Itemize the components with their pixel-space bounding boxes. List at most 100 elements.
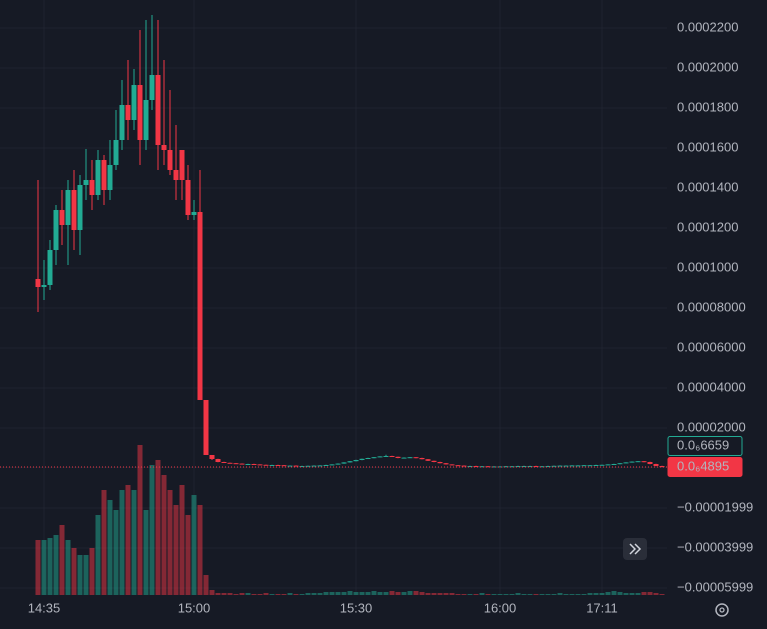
candle-body [509,466,515,468]
volume-bar [275,594,281,595]
volume-bar [497,594,503,595]
candle-body [479,466,485,468]
x-tick-label: 14:35 [28,600,61,615]
candle-body [491,466,497,468]
y-tick-label: 0.0002200 [677,19,738,34]
volume-bar [629,593,635,595]
volume-bar [233,594,239,595]
candle-body [365,458,371,459]
volume-bar [65,540,71,595]
volume-pane [35,445,665,595]
settings-button[interactable] [715,603,729,617]
volume-bar [341,592,347,595]
y-tick-label: 0.0001800 [677,99,738,114]
candle-body [161,145,167,150]
volume-bar [95,515,101,595]
candle-body [419,458,425,460]
candle-body [149,75,155,100]
volume-bar [377,592,383,595]
volume-bar [149,465,155,595]
settings-icon[interactable] [715,603,729,617]
candle-body [605,464,611,466]
candle-body [461,465,467,467]
candle-body [257,464,263,466]
volume-bar [197,505,203,595]
candle-body [185,180,191,215]
candle-body [251,464,257,465]
candle-body [179,150,185,180]
candle-body [305,465,311,467]
volume-bar [53,535,59,595]
volume-bar [491,594,497,595]
volume-bar [437,593,443,595]
candle-body [125,105,131,120]
volume-bar [515,593,521,595]
candle-body [527,466,533,467]
volume-bar [359,592,365,595]
candle-body [563,465,569,467]
candle-body [635,461,641,463]
grid [0,0,667,595]
volume-bar [365,592,371,595]
price-badge-label: 0.0₆6659 [677,437,729,452]
candle-body [227,462,233,464]
candle-body [617,463,623,465]
candle-body [131,85,137,120]
candle-body [653,464,659,466]
volume-bar [389,591,395,595]
candle-body [293,465,299,467]
candle-body [395,456,401,458]
volume-bar [557,593,563,595]
candle-body [371,457,377,459]
candle-body [581,465,587,467]
x-tick-label: 15:30 [340,600,373,615]
price-badge [667,457,743,478]
volume-bar [263,593,269,595]
y-tick-label: 0.00006000 [677,339,746,354]
candle-body [623,462,629,464]
volume-bar [443,593,449,595]
volume-bar [251,594,257,595]
volume-bar [221,593,227,595]
volume-bar [431,593,437,595]
volume-bar [299,594,305,595]
volume-bar [41,540,47,595]
candle-body [53,210,59,250]
volume-bar [647,592,653,595]
candle-body [485,466,491,468]
volume-bar [329,592,335,595]
scroll-button[interactable] [623,538,647,560]
candle-body [377,456,383,458]
volume-bar [239,593,245,595]
price-axis: 0.0002200 0.0002000 0.0001800 0.0001600 0.00… [28,19,754,615]
volume-bar [485,594,491,595]
volume-bar [599,593,605,595]
candle-body [35,279,41,287]
volume-bar [455,594,461,595]
volume-bar [635,593,641,595]
candle-body [551,465,557,467]
candle-body [467,466,473,467]
candle-body [209,455,215,459]
candle-body [503,466,509,468]
volume-bar [77,555,83,595]
scroll-icon [629,543,642,555]
candle-body [323,465,329,466]
volume-bar [137,445,143,595]
candle-body [101,160,107,190]
candle-body [197,212,203,400]
candle-body [41,285,47,287]
candle-body [107,165,113,190]
candle-body [455,465,461,467]
volume-bar [395,592,401,595]
volume-bar [545,594,551,595]
candle-body [539,466,545,468]
volume-bar [269,594,275,595]
volume-bar [155,460,161,595]
volume-bar [347,591,353,595]
price-badge [667,436,743,457]
volume-bar [161,475,167,595]
volume-bar [179,485,185,595]
settings-icon-center [719,607,725,613]
candle-body [473,466,479,467]
